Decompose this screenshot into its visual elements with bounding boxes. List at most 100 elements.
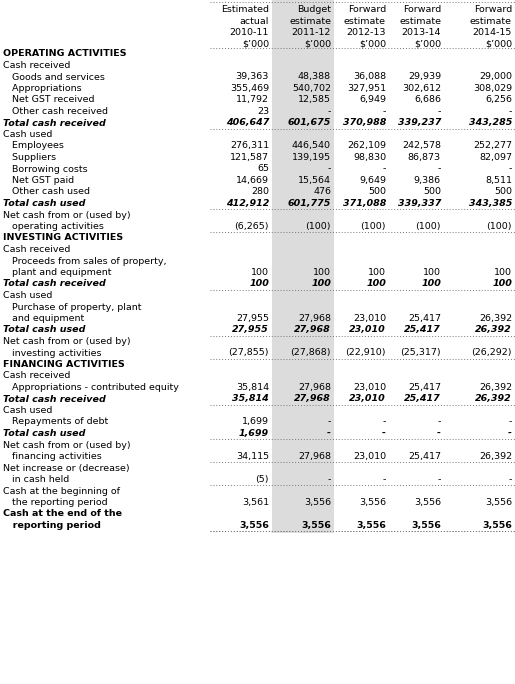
Text: 12,585: 12,585 xyxy=(298,95,331,104)
Text: -: - xyxy=(328,417,331,426)
Text: 2014-15: 2014-15 xyxy=(473,28,512,37)
Text: 11,792: 11,792 xyxy=(236,95,269,104)
Text: 34,115: 34,115 xyxy=(236,451,269,461)
Text: Cash received: Cash received xyxy=(3,245,71,254)
Text: 27,955: 27,955 xyxy=(236,314,269,323)
Bar xyxy=(272,0,334,533)
Text: 3,556: 3,556 xyxy=(304,498,331,507)
Text: Net GST paid: Net GST paid xyxy=(3,176,74,185)
Text: Cash used: Cash used xyxy=(3,291,53,300)
Text: estimate: estimate xyxy=(399,16,441,25)
Text: 100: 100 xyxy=(366,279,386,288)
Text: 280: 280 xyxy=(251,187,269,196)
Text: 23,010: 23,010 xyxy=(349,326,386,334)
Text: 500: 500 xyxy=(494,187,512,196)
Text: Net GST received: Net GST received xyxy=(3,96,94,105)
Text: -: - xyxy=(438,164,441,173)
Text: Net cash from or (used by): Net cash from or (used by) xyxy=(3,337,131,346)
Text: 500: 500 xyxy=(423,187,441,196)
Text: 121,587: 121,587 xyxy=(230,153,269,161)
Text: Borrowing costs: Borrowing costs xyxy=(3,164,88,174)
Text: 27,968: 27,968 xyxy=(298,314,331,323)
Text: 601,775: 601,775 xyxy=(287,199,331,208)
Text: Forward: Forward xyxy=(348,5,386,14)
Text: estimate: estimate xyxy=(470,16,512,25)
Text: 327,951: 327,951 xyxy=(347,83,386,93)
Text: $’000: $’000 xyxy=(304,40,331,49)
Text: 100: 100 xyxy=(249,279,269,288)
Text: 308,029: 308,029 xyxy=(473,83,512,93)
Text: Budget: Budget xyxy=(297,5,331,14)
Text: 370,988: 370,988 xyxy=(342,118,386,127)
Text: 100: 100 xyxy=(423,267,441,277)
Text: 82,097: 82,097 xyxy=(479,153,512,161)
Text: actual: actual xyxy=(239,16,269,25)
Text: $’000: $’000 xyxy=(414,40,441,49)
Text: Repayments of debt: Repayments of debt xyxy=(3,417,108,427)
Text: estimate: estimate xyxy=(289,16,331,25)
Text: -: - xyxy=(509,107,512,116)
Text: -: - xyxy=(383,475,386,484)
Text: 355,469: 355,469 xyxy=(230,83,269,93)
Text: -: - xyxy=(437,429,441,438)
Text: (6,265): (6,265) xyxy=(234,222,269,231)
Text: FINANCING ACTIVITIES: FINANCING ACTIVITIES xyxy=(3,360,125,369)
Text: -: - xyxy=(509,475,512,484)
Text: Purchase of property, plant: Purchase of property, plant xyxy=(3,302,142,311)
Text: 27,968: 27,968 xyxy=(294,326,331,334)
Text: financing activities: financing activities xyxy=(3,452,102,461)
Text: Forward: Forward xyxy=(403,5,441,14)
Text: Cash at the beginning of: Cash at the beginning of xyxy=(3,486,120,495)
Text: 25,417: 25,417 xyxy=(408,451,441,461)
Text: 9,649: 9,649 xyxy=(359,176,386,185)
Text: -: - xyxy=(438,475,441,484)
Text: 26,392: 26,392 xyxy=(475,326,512,334)
Text: 2010-11: 2010-11 xyxy=(230,28,269,37)
Text: 1,699: 1,699 xyxy=(242,417,269,426)
Text: 27,955: 27,955 xyxy=(232,326,269,334)
Text: Total cash received: Total cash received xyxy=(3,280,106,289)
Text: -: - xyxy=(383,107,386,116)
Text: 8,511: 8,511 xyxy=(485,176,512,185)
Text: 27,968: 27,968 xyxy=(298,451,331,461)
Text: (100): (100) xyxy=(416,222,441,231)
Text: 339,337: 339,337 xyxy=(398,199,441,208)
Text: -: - xyxy=(327,429,331,438)
Text: -: - xyxy=(438,107,441,116)
Text: $’000: $’000 xyxy=(359,40,386,49)
Text: Other cash used: Other cash used xyxy=(3,187,90,196)
Text: Total cash received: Total cash received xyxy=(3,395,106,404)
Text: Cash used: Cash used xyxy=(3,130,53,139)
Text: (5): (5) xyxy=(255,475,269,484)
Text: (100): (100) xyxy=(305,222,331,231)
Text: (27,868): (27,868) xyxy=(290,348,331,357)
Text: Appropriations - contributed equity: Appropriations - contributed equity xyxy=(3,383,179,392)
Text: 29,939: 29,939 xyxy=(408,73,441,81)
Text: 29,000: 29,000 xyxy=(479,73,512,81)
Text: 23,010: 23,010 xyxy=(353,383,386,392)
Text: operating activities: operating activities xyxy=(3,222,104,231)
Text: Net cash from or (used by): Net cash from or (used by) xyxy=(3,211,131,220)
Text: INVESTING ACTIVITIES: INVESTING ACTIVITIES xyxy=(3,233,123,243)
Text: investing activities: investing activities xyxy=(3,349,101,358)
Text: Employees: Employees xyxy=(3,142,64,150)
Text: 9,386: 9,386 xyxy=(414,176,441,185)
Text: 2011-12: 2011-12 xyxy=(291,28,331,37)
Text: 6,949: 6,949 xyxy=(359,95,386,104)
Text: 25,417: 25,417 xyxy=(404,326,441,334)
Text: Total cash used: Total cash used xyxy=(3,199,85,208)
Text: 446,540: 446,540 xyxy=(292,142,331,150)
Text: 302,612: 302,612 xyxy=(402,83,441,93)
Text: 25,417: 25,417 xyxy=(404,394,441,404)
Text: 1,699: 1,699 xyxy=(239,429,269,438)
Text: -: - xyxy=(328,107,331,116)
Text: (25,317): (25,317) xyxy=(400,348,441,357)
Text: OPERATING ACTIVITIES: OPERATING ACTIVITIES xyxy=(3,49,127,59)
Text: -: - xyxy=(383,164,386,173)
Text: 100: 100 xyxy=(311,279,331,288)
Text: Cash at the end of the: Cash at the end of the xyxy=(3,510,122,518)
Text: 26,392: 26,392 xyxy=(475,394,512,404)
Text: estimate: estimate xyxy=(344,16,386,25)
Text: Suppliers: Suppliers xyxy=(3,153,56,162)
Text: 100: 100 xyxy=(494,267,512,277)
